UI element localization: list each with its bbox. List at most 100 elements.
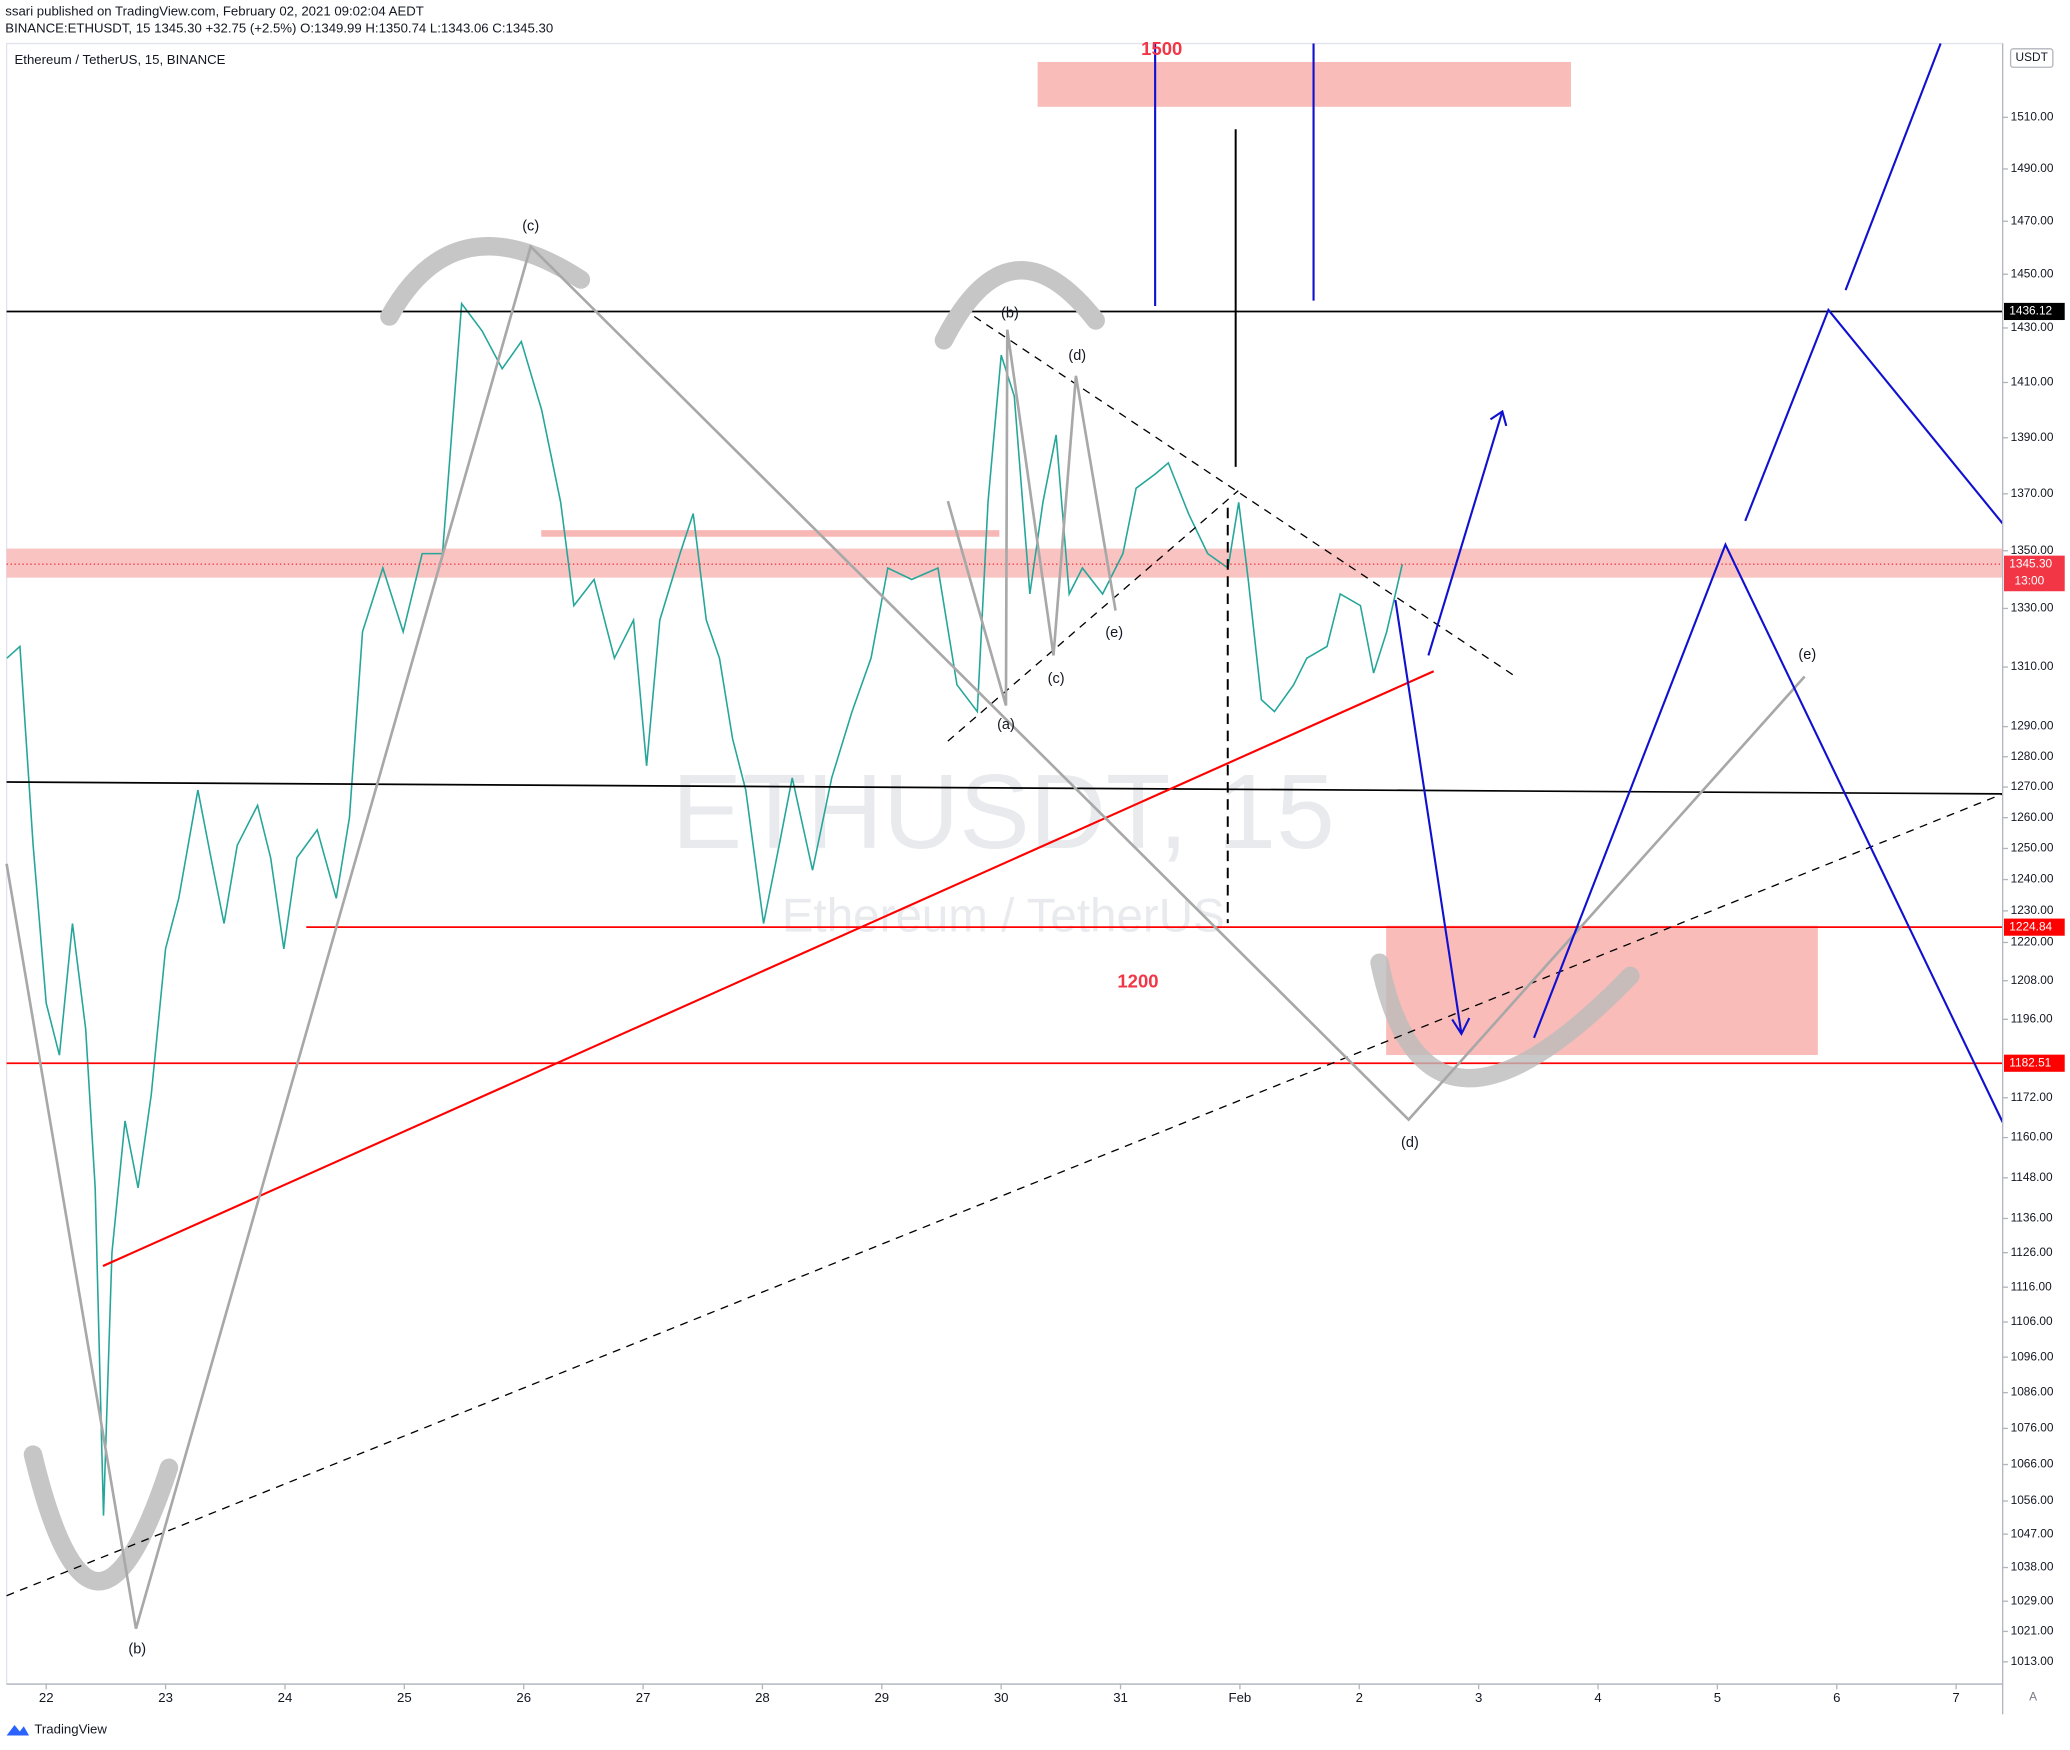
y-tick-label: 1510.00 bbox=[2011, 110, 2054, 124]
x-tick-label: 3 bbox=[1475, 1690, 1482, 1705]
y-tick-label: 1350.00 bbox=[2011, 543, 2054, 557]
y-tick-label: 1086.00 bbox=[2011, 1385, 2054, 1399]
x-tick-label: 2 bbox=[1356, 1690, 1363, 1705]
y-tick-label: 1280.00 bbox=[2011, 749, 2054, 763]
y-tick-label: 1047.00 bbox=[2011, 1526, 2054, 1540]
x-tick-label: Feb bbox=[1229, 1690, 1252, 1705]
y-tick-label: 1148.00 bbox=[2011, 1170, 2053, 1184]
y-tick-label: 1160.00 bbox=[2011, 1130, 2053, 1144]
wave bbox=[946, 329, 1117, 706]
wave-label: (a) bbox=[997, 717, 1015, 733]
x-tick-label: 4 bbox=[1594, 1690, 1601, 1705]
y-tick-label: 1490.00 bbox=[2011, 161, 2054, 175]
arc bbox=[23, 1445, 179, 1591]
last-price-tag bbox=[2003, 555, 2065, 592]
y-tick-label: 1056.00 bbox=[2011, 1493, 2054, 1507]
wave-label: (d) bbox=[1401, 1135, 1419, 1151]
x-tick-label: 23 bbox=[158, 1690, 173, 1705]
projection bbox=[1394, 599, 1463, 1035]
y-tick-label: 1240.00 bbox=[2011, 872, 2054, 886]
wave-label: (e) bbox=[1105, 625, 1123, 641]
y-tick-label: 1310.00 bbox=[2011, 659, 2054, 673]
scale-mode[interactable]: A bbox=[2029, 1689, 2037, 1703]
zone bbox=[1386, 925, 1818, 1056]
price-axis bbox=[2002, 43, 2070, 1685]
wave-label: (c) bbox=[522, 219, 539, 235]
currency: USDT bbox=[2016, 50, 2048, 64]
y-tick-label: 1270.00 bbox=[2011, 779, 2054, 793]
y-tick-label: 1220.00 bbox=[2011, 935, 2054, 949]
level-note: 1200 bbox=[1117, 970, 1158, 991]
x-tick-label: 29 bbox=[874, 1690, 889, 1705]
y-tick-label: 1013.00 bbox=[2011, 1654, 2054, 1668]
x-tick-label: 24 bbox=[278, 1690, 293, 1705]
projection bbox=[1844, 43, 1942, 291]
y-tick-label: 1021.00 bbox=[2011, 1624, 2054, 1638]
x-tick-label: 27 bbox=[636, 1690, 651, 1705]
dashed-line bbox=[973, 315, 1516, 678]
last-price-label: 1345.30 bbox=[2009, 556, 2052, 570]
y-tick-label: 1038.00 bbox=[2011, 1560, 2054, 1574]
y-tick-label: 1106.00 bbox=[2011, 1314, 2053, 1328]
projection bbox=[1427, 411, 1504, 656]
zones bbox=[6, 61, 2003, 1056]
zone bbox=[6, 548, 2003, 578]
wave-label: (c) bbox=[1048, 671, 1065, 687]
y-tick-label: 1450.00 bbox=[2011, 266, 2054, 280]
y-tick-label: 1172.00 bbox=[2011, 1090, 2053, 1104]
y-tick-label: 1370.00 bbox=[2011, 486, 2054, 500]
price-layer bbox=[6, 301, 2003, 1516]
y-tick-label: 1096.00 bbox=[2011, 1349, 2054, 1363]
x-tick-label: 7 bbox=[1952, 1690, 1959, 1705]
x-tick-label: 26 bbox=[516, 1690, 531, 1705]
wave-label: (b) bbox=[1001, 306, 1019, 322]
projection bbox=[1744, 307, 2004, 525]
logo bbox=[6, 1724, 30, 1736]
wave-label: (e) bbox=[1798, 647, 1816, 663]
currency-box bbox=[2009, 48, 2054, 68]
price-line bbox=[6, 301, 1404, 1516]
x-tick-label: 25 bbox=[397, 1690, 412, 1705]
x-tick-label: 31 bbox=[1113, 1690, 1128, 1705]
dashed-line bbox=[947, 490, 1239, 742]
y-tick-label: 1260.00 bbox=[2011, 810, 2054, 824]
x-tick-label: 30 bbox=[994, 1690, 1009, 1705]
level-note: 1500 bbox=[1141, 38, 1182, 59]
x-tick-label: 6 bbox=[1833, 1690, 1840, 1705]
y-tick-label: 1076.00 bbox=[2011, 1421, 2054, 1435]
y-tick-label: 1208.00 bbox=[2011, 973, 2054, 987]
arrowhead bbox=[1489, 409, 1508, 427]
chart-title: Ethereum / TetherUS, 15, BINANCE bbox=[15, 52, 226, 67]
wave bbox=[5, 244, 1806, 1630]
level-label: 1224.84 bbox=[2009, 919, 2052, 933]
trend-line bbox=[102, 670, 1435, 1267]
level-label: 1182.51 bbox=[2009, 1055, 2051, 1069]
zone bbox=[1037, 61, 1571, 107]
y-tick-label: 1230.00 bbox=[2011, 903, 2054, 917]
y-tick-label: 1250.00 bbox=[2011, 841, 2054, 855]
level-tag bbox=[2003, 918, 2065, 936]
y-tick-label: 1066.00 bbox=[2011, 1457, 2054, 1471]
y-tick-label: 1029.00 bbox=[2011, 1593, 2054, 1607]
y-tick-label: 1430.00 bbox=[2011, 320, 2054, 334]
watermark-sub: Ethereum / TetherUS bbox=[782, 890, 1225, 943]
wave-label: (b) bbox=[128, 1642, 146, 1658]
quote: BINANCE:ETHUSDT, 15 1345.30 +32.75 (+2.5… bbox=[5, 21, 553, 36]
level-label: 1436.12 bbox=[2009, 304, 2052, 318]
watermark: ETHUSDT, 15 bbox=[672, 753, 1335, 871]
y-tick-label: 1390.00 bbox=[2011, 430, 2054, 444]
x-tick-label: 28 bbox=[755, 1690, 770, 1705]
y-tick-label: 1116.00 bbox=[2011, 1279, 2053, 1293]
arc bbox=[934, 261, 1105, 350]
wave-label: (d) bbox=[1068, 348, 1086, 364]
y-tick-label: 1330.00 bbox=[2011, 601, 2054, 615]
y-tick-label: 1470.00 bbox=[2011, 213, 2054, 227]
publisher: ssari published on TradingView.com, Febr… bbox=[5, 3, 424, 18]
arrowhead bbox=[1451, 1017, 1471, 1037]
zone bbox=[541, 530, 1000, 537]
level-tag bbox=[2003, 1054, 2065, 1072]
y-tick-label: 1136.00 bbox=[2011, 1211, 2053, 1225]
y-tick-label: 1126.00 bbox=[2011, 1245, 2053, 1259]
footer-brand: TradingView bbox=[34, 1722, 107, 1737]
